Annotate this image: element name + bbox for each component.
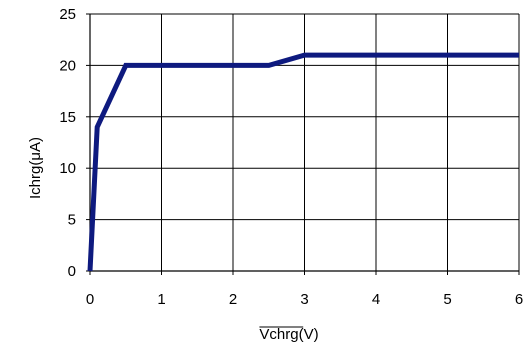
series [87,52,519,272]
x-axis-title: Vchrg(V) [259,326,318,343]
y-tick-label-2: 10 [59,160,76,177]
y-axis-title: Ichrg(μA) [27,137,44,199]
x-tick-label-6: 6 [515,291,523,308]
y-tick-label-0: 0 [68,263,76,280]
y-tick-label-3: 15 [59,109,76,126]
x-tick-label-1: 1 [157,291,165,308]
grid [89,13,520,272]
y-tick-label-4: 20 [59,57,76,74]
y-tick-label-5: 25 [59,6,76,23]
series-line-0 [87,52,519,272]
y-tick-label-1: 5 [68,212,76,229]
x-tick-label-0: 0 [86,291,94,308]
y-tick-labels: 0 5 10 15 20 25 [59,6,76,280]
x-tick-label-2: 2 [229,291,237,308]
x-tick-label-4: 4 [372,291,380,308]
x-tick-label-5: 5 [443,291,451,308]
x-tick-label-3: 3 [300,291,308,308]
x-tick-labels: 0 1 2 3 4 5 6 [86,291,523,308]
